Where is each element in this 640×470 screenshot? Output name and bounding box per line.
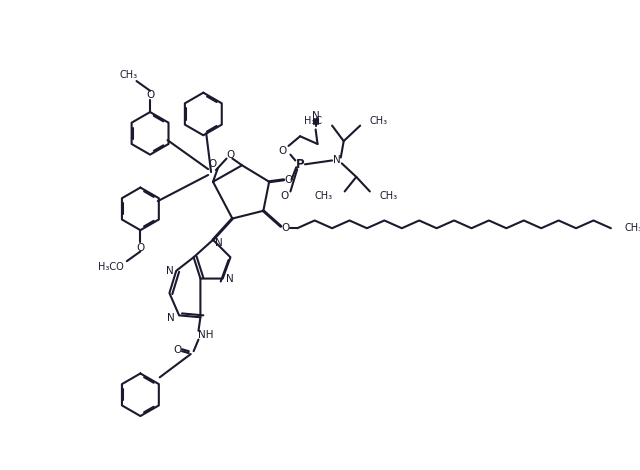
Text: H₃CO: H₃CO	[99, 262, 124, 272]
Text: P: P	[296, 158, 305, 171]
Text: O: O	[284, 175, 292, 185]
Text: N: N	[333, 156, 340, 165]
Text: O: O	[278, 146, 287, 156]
Text: CH₃: CH₃	[120, 70, 138, 80]
Text: N: N	[312, 111, 319, 121]
Text: O: O	[282, 223, 290, 233]
Text: O: O	[227, 149, 234, 160]
Text: O: O	[136, 243, 145, 252]
Text: O: O	[280, 191, 289, 201]
Text: N: N	[168, 313, 175, 323]
Text: CH₃: CH₃	[315, 191, 333, 201]
Text: O: O	[146, 90, 154, 100]
Text: H₃C: H₃C	[304, 116, 323, 126]
Text: O: O	[173, 345, 181, 355]
Text: N: N	[215, 238, 223, 248]
Text: N: N	[225, 274, 234, 283]
Text: CH₃: CH₃	[370, 116, 388, 126]
Text: N: N	[166, 266, 173, 276]
Text: NH: NH	[198, 330, 213, 340]
Text: O: O	[209, 159, 217, 169]
Text: CH₃: CH₃	[380, 191, 397, 201]
Text: CH₃: CH₃	[625, 223, 640, 233]
